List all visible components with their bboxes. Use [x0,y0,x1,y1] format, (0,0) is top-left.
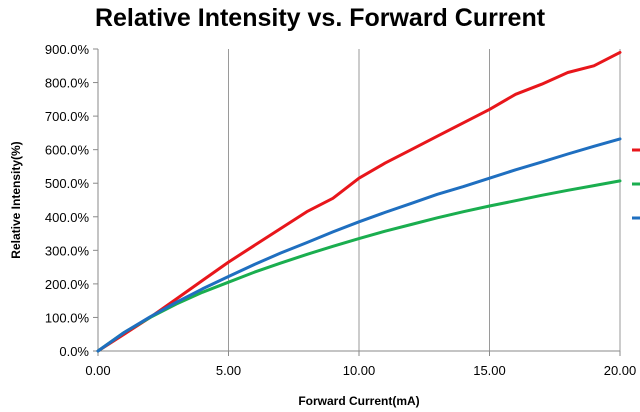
y-tick-label: 100.0% [45,310,90,325]
y-axis-title: Relative Intensity(%) [9,141,23,258]
chart-title: Relative Intensity vs. Forward Current [94,4,546,32]
y-tick-label: 900.0% [45,42,90,57]
x-tick-label: 20.00 [604,363,637,378]
y-tick-label: 300.0% [45,243,90,258]
x-tick-label: 10.00 [343,363,376,378]
x-tick-label: 0.00 [85,363,110,378]
x-axis-title: Forward Current(mA) [298,394,419,408]
series-line-1 [96,50,622,353]
axes [93,48,621,356]
y-tick-label: 500.0% [45,176,90,191]
x-tick-label: 15.00 [473,363,506,378]
y-tick-label: 400.0% [45,210,90,225]
y-tick-label: 600.0% [45,143,90,158]
series-line-2 [96,179,622,353]
grid-lines [97,49,621,351]
x-tick-label: 5.00 [216,363,241,378]
x-tick-labels: 0.00 5.00 10.00 15.00 20.00 [85,363,636,378]
y-tick-label: 0.0% [59,344,89,359]
y-tick-label: 200.0% [45,277,90,292]
y-tick-label: 700.0% [45,109,90,124]
y-tick-labels: 0.0% 100.0% 200.0% 300.0% 400.0% 500.0% 600.0%… [45,42,90,359]
legend [632,148,640,220]
series-line-3 [96,137,622,353]
y-tick-label: 800.0% [45,76,90,91]
series-lines [96,50,622,353]
